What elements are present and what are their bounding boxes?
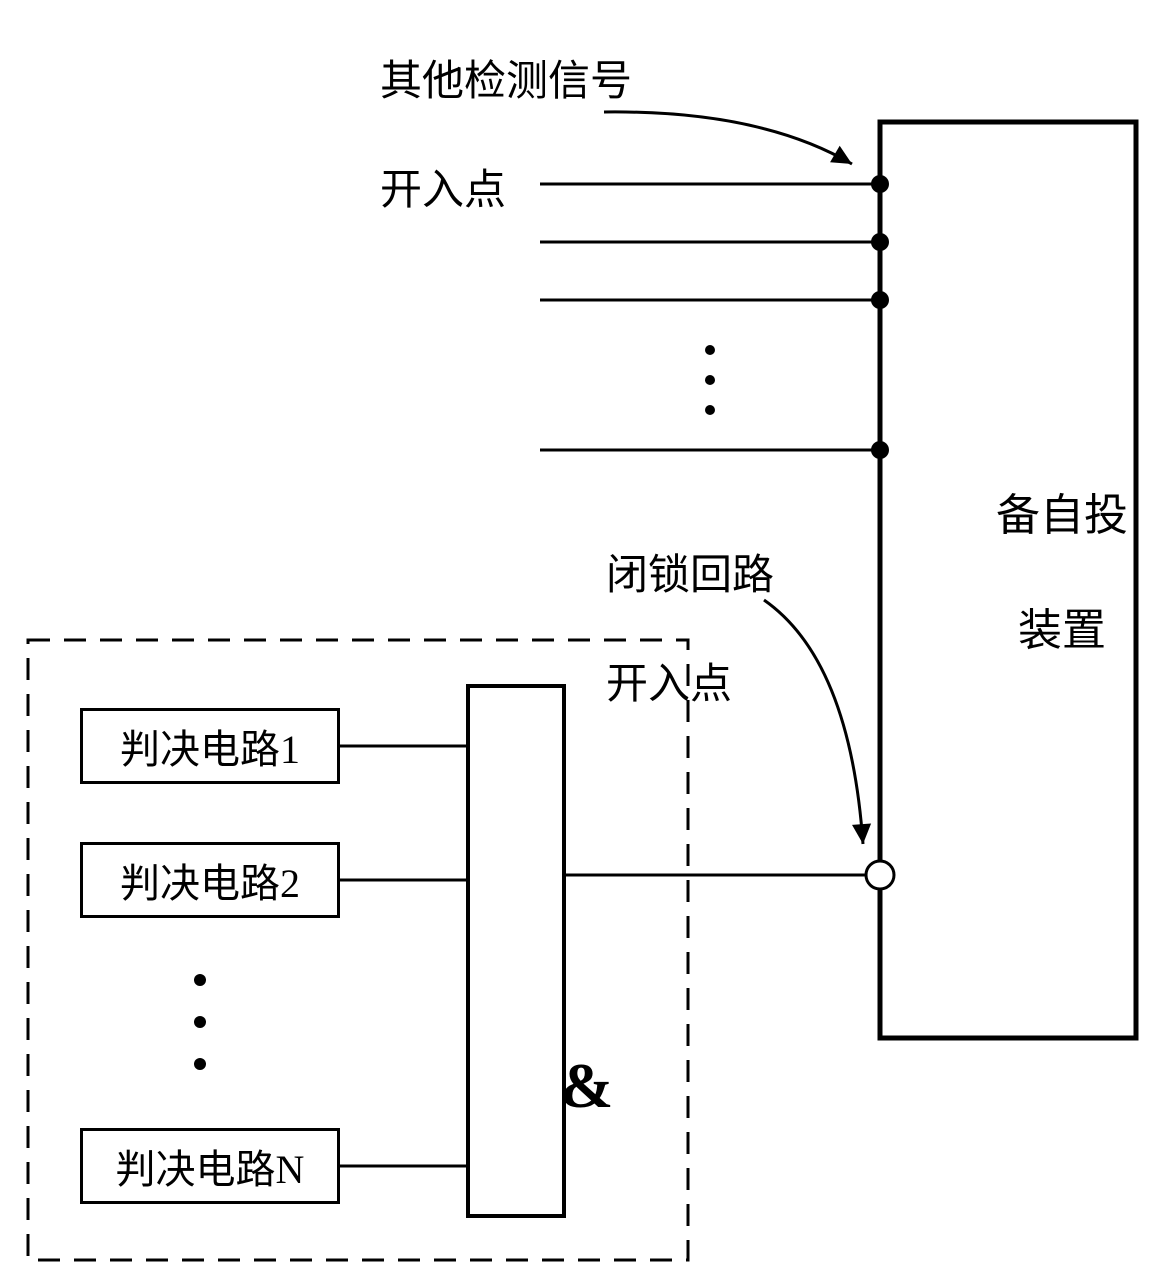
decision-circuit-1-label: 判决电路1 [120,717,300,775]
device-label-line1: 备自投 [996,491,1128,540]
diagram-root: 其他检测信号 开入点 闭锁回路 开入点 备自投 装置 & 判决电路1 判决电路2… [0,0,1166,1287]
device-label: 备自投 装置 [952,430,1128,716]
mid-label-line2: 开入点 [606,662,732,708]
mid-label-line1: 闭锁回路 [606,553,774,599]
decision-circuit-n: 判决电路N [80,1128,340,1204]
and-gate-symbol: & [496,961,613,1211]
decision-circuit-2: 判决电路2 [80,842,340,918]
decision-circuit-n-label: 判决电路N [116,1137,305,1195]
lockout-loop-label: 闭锁回路 开入点 [564,494,774,767]
other-detection-signal-label: 其他检测信号 开入点 [338,0,632,273]
device-label-line2: 装置 [1018,606,1106,655]
top-label-line2: 开入点 [380,168,506,214]
decision-circuit-2-label: 判决电路2 [120,851,300,909]
top-label-line1: 其他检测信号 [380,59,632,105]
decision-circuit-1: 判决电路1 [80,708,340,784]
and-symbol-text: & [560,1050,613,1121]
